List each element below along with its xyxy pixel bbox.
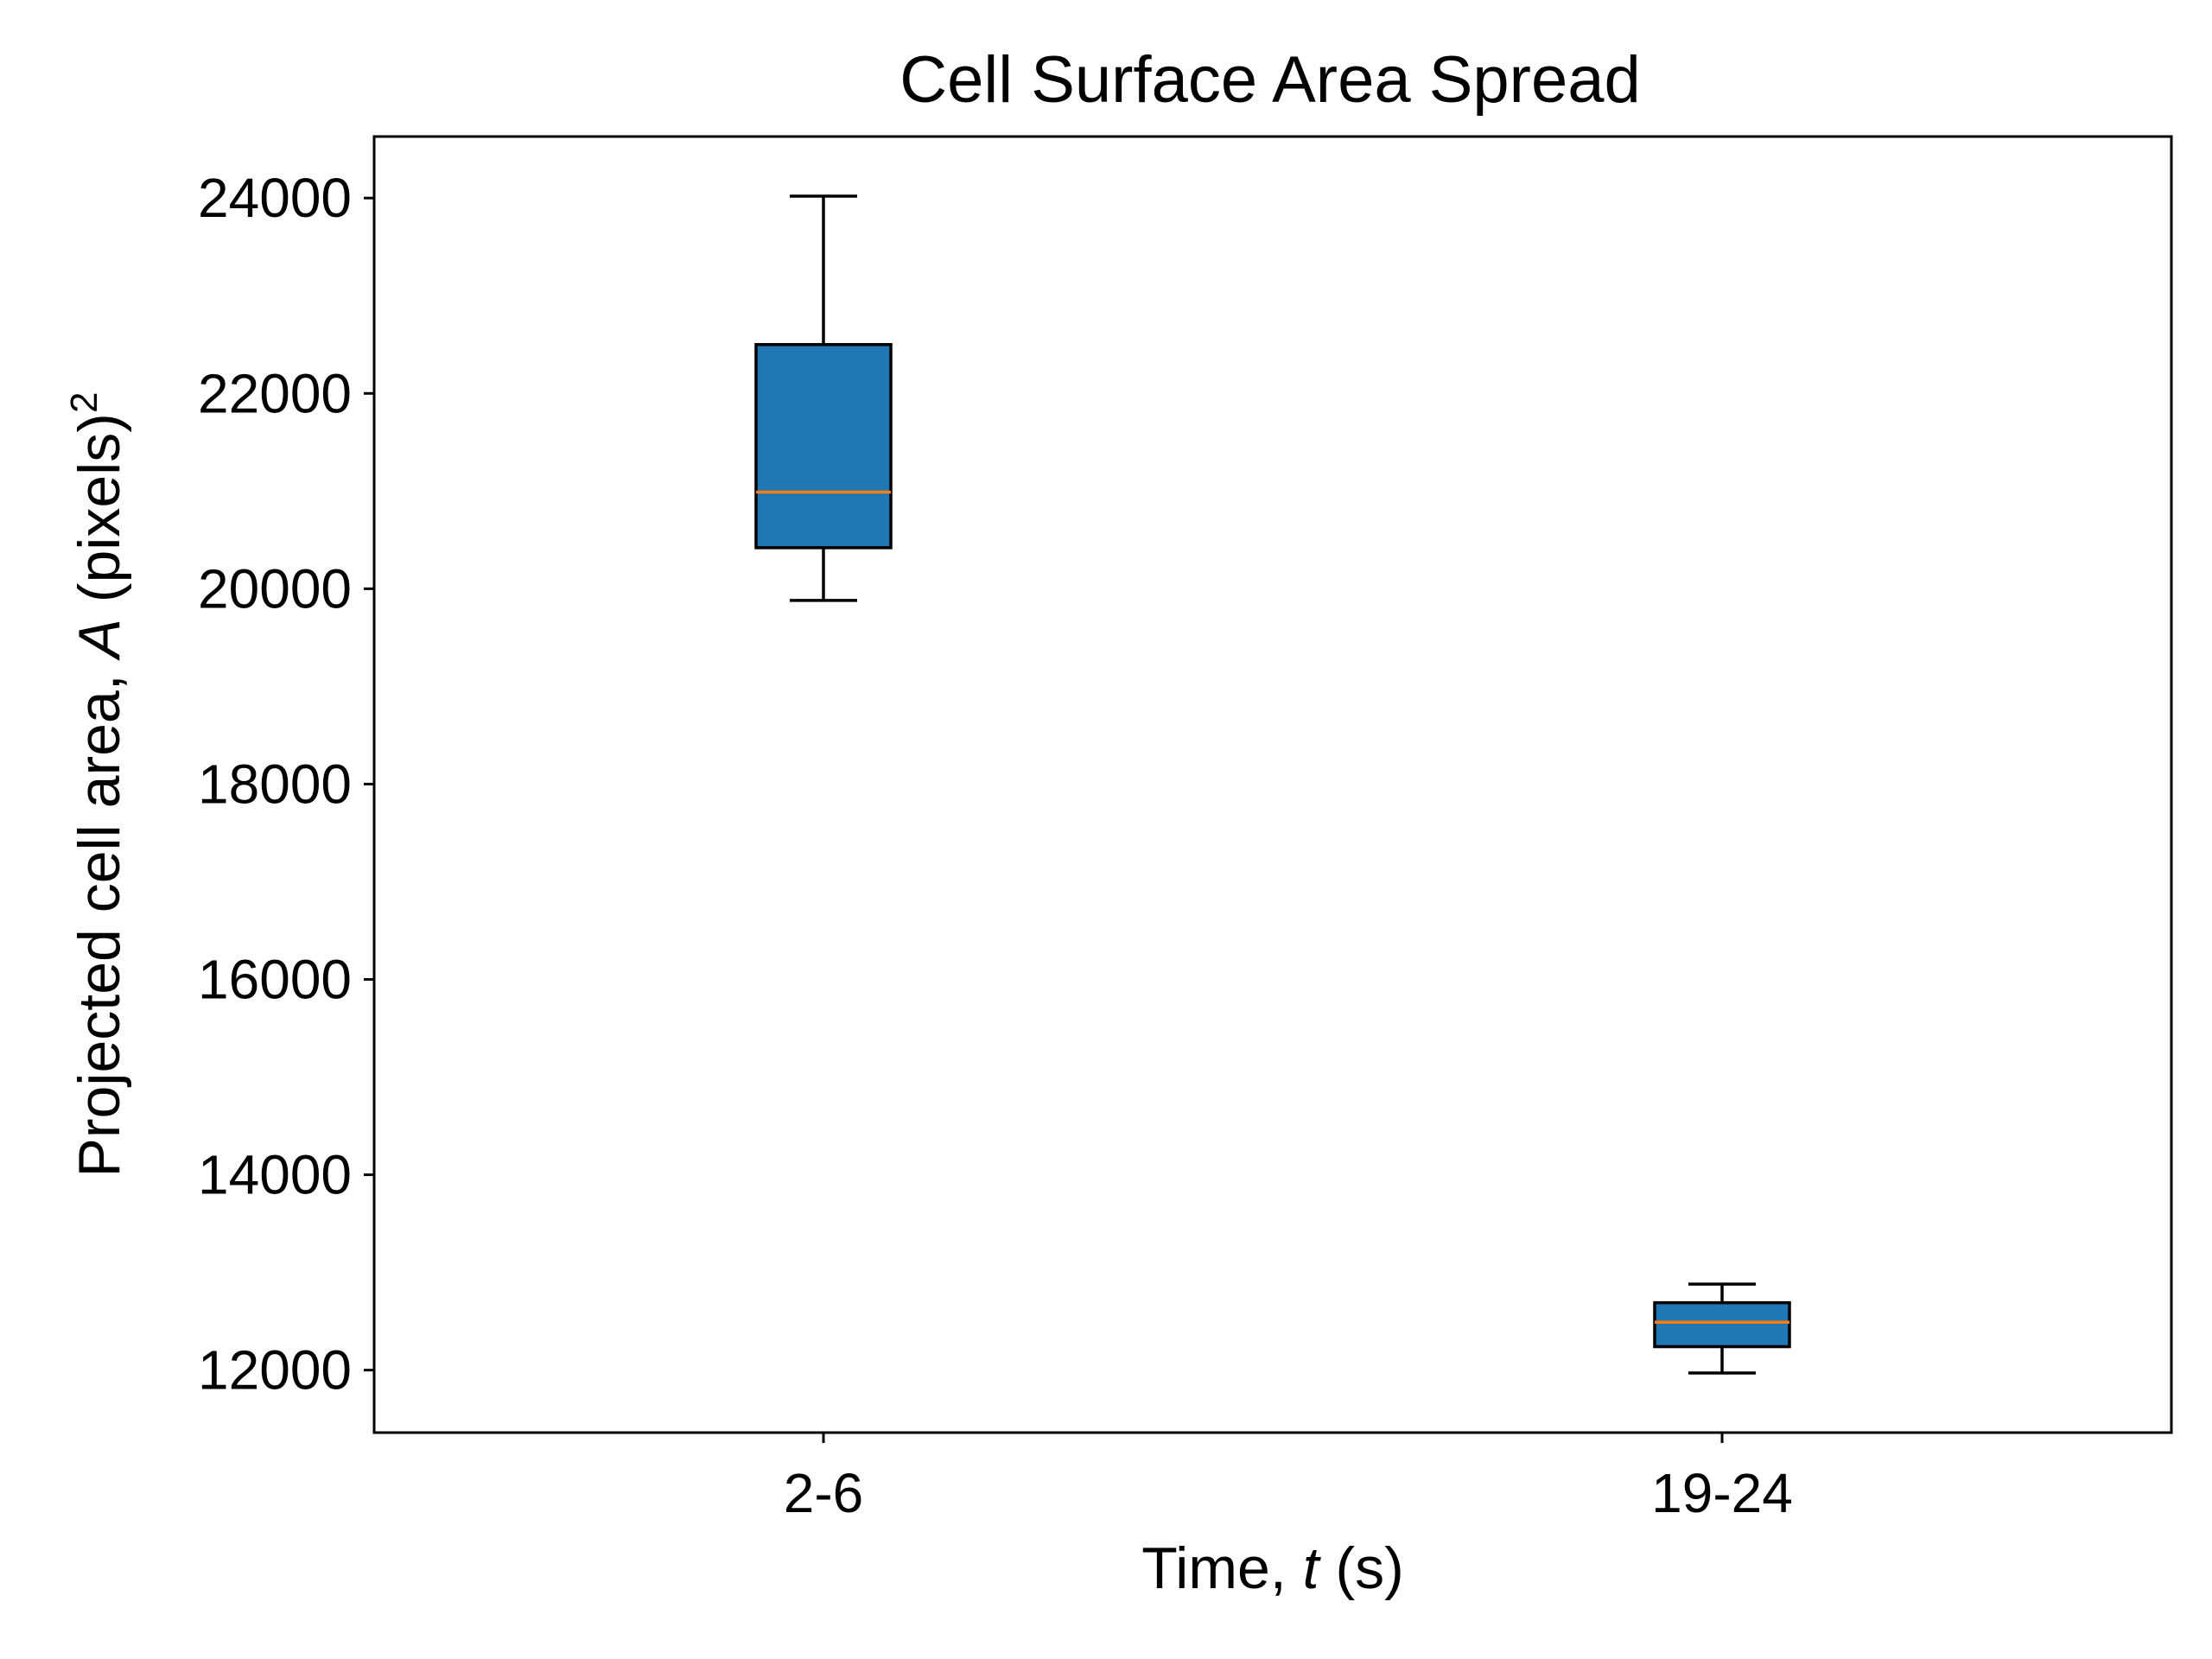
y-tick-label: 24000 bbox=[198, 167, 352, 229]
y-axis-label-var: A bbox=[67, 619, 132, 661]
y-tick-label: 14000 bbox=[198, 1144, 352, 1206]
box-iqr bbox=[754, 343, 893, 550]
x-axis-label-suffix: (s) bbox=[1319, 1535, 1404, 1601]
x-axis-label-var: t bbox=[1303, 1535, 1322, 1601]
chart-title: Cell Surface Area Spread bbox=[899, 43, 1641, 117]
y-tick-label: 12000 bbox=[198, 1339, 352, 1402]
x-tick-label: 19-24 bbox=[1651, 1462, 1793, 1524]
x-tick-label: 2-6 bbox=[784, 1462, 864, 1524]
y-tick-label: 22000 bbox=[198, 362, 352, 424]
y-tick-label: 16000 bbox=[198, 949, 352, 1011]
y-tick-label: 18000 bbox=[198, 753, 352, 815]
y-axis-label-suffix: (pixels) bbox=[67, 413, 132, 619]
y-tick-label: 20000 bbox=[198, 557, 352, 620]
x-axis-label-prefix: Time, bbox=[1141, 1535, 1302, 1601]
y-axis-label-prefix: Projected cell area, bbox=[67, 658, 132, 1177]
x-axis-label: Time, t (s) bbox=[1141, 1535, 1403, 1601]
axes-frame bbox=[372, 135, 2173, 1434]
box-iqr bbox=[1653, 1300, 1791, 1349]
y-axis-label: Projected cell area, A (pixels)2 bbox=[63, 392, 132, 1178]
plot-area: 12000 14000 16000 18000 20000 22000 24000 2-6 19… bbox=[198, 167, 1793, 1524]
y-axis-label-superscript: 2 bbox=[63, 392, 105, 413]
